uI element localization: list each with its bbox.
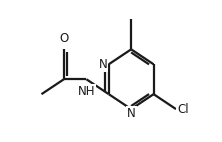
Text: O: O <box>59 32 69 45</box>
Text: NH: NH <box>77 85 95 98</box>
Text: N: N <box>99 58 107 71</box>
Text: N: N <box>127 107 136 120</box>
Text: Cl: Cl <box>178 103 189 116</box>
